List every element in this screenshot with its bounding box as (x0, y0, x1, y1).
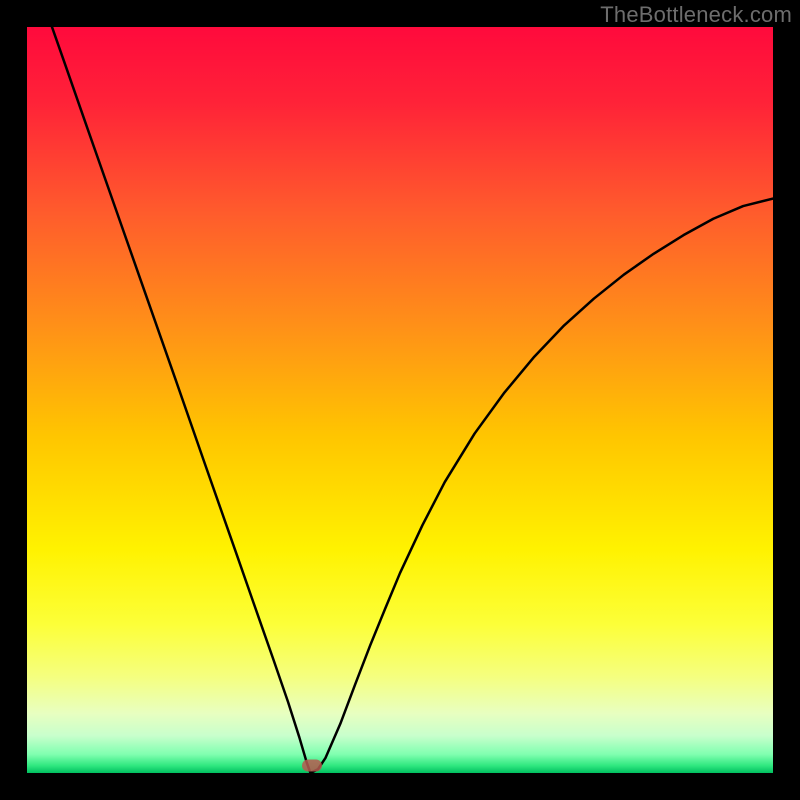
bottleneck-chart (0, 0, 800, 800)
watermark-text: TheBottleneck.com (600, 2, 792, 28)
chart-gradient-background (27, 27, 773, 773)
optimum-marker (302, 760, 322, 772)
chart-container: TheBottleneck.com (0, 0, 800, 800)
